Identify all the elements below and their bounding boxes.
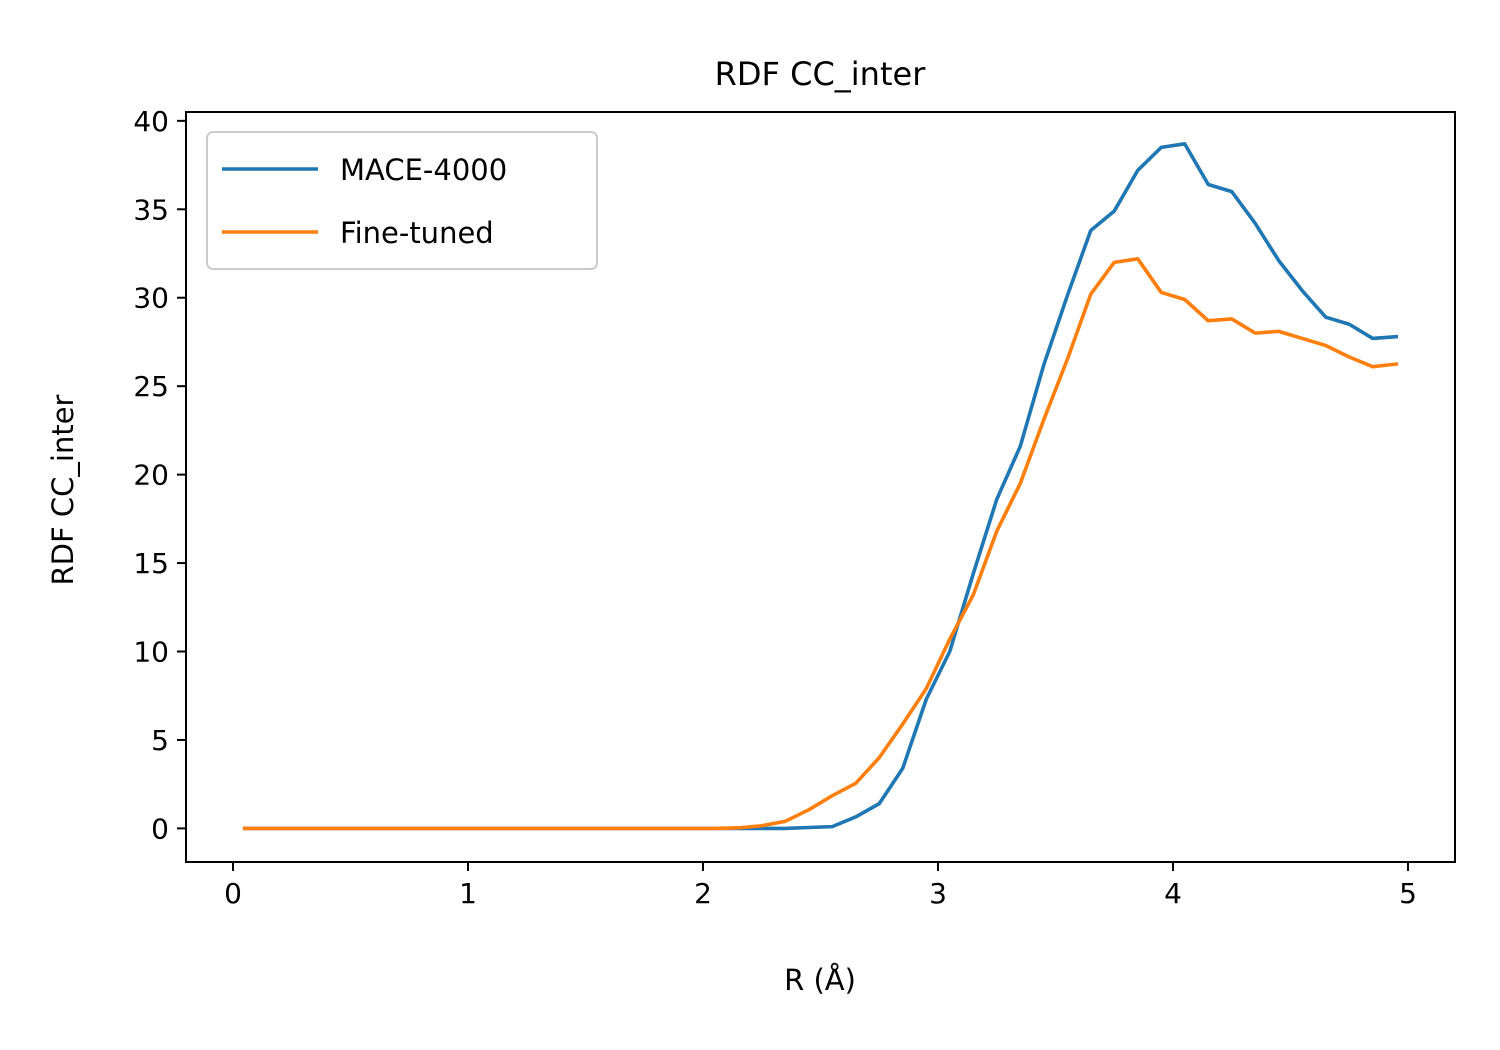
y-tick-label: 10: [133, 636, 169, 669]
y-tick-label: 20: [133, 459, 169, 492]
y-tick-label: 40: [133, 105, 169, 138]
x-tick-label: 2: [694, 877, 712, 910]
plot-area: 0 1 2 3 4 5 0 5 10 15 20 25 30 35 40 MACE-4000 Fine-tune…: [133, 105, 1456, 910]
series-line-2: [242, 257, 1399, 831]
y-tick-label: 0: [151, 812, 169, 845]
y-tick-label: 30: [133, 282, 169, 315]
legend-label-2: Fine-tuned: [340, 216, 494, 250]
y-axis-label: RDF CC_inter: [46, 394, 80, 585]
legend-box: [206, 131, 598, 270]
chart-title: RDF CC_inter: [715, 55, 927, 93]
y-tick-label: 35: [133, 193, 169, 226]
x-tick-label: 1: [459, 877, 477, 910]
x-tick-label: 5: [1399, 877, 1417, 910]
y-tick-label: 25: [133, 370, 169, 403]
x-tick-label: 4: [1164, 877, 1182, 910]
x-tick-label: 0: [224, 877, 242, 910]
x-axis-label: R (Å): [784, 963, 856, 997]
legend-label-1: MACE-4000: [340, 153, 507, 187]
legend: MACE-4000 Fine-tuned: [206, 131, 598, 270]
y-tick-label: 5: [151, 724, 169, 757]
x-tick-label: 3: [929, 877, 947, 910]
y-tick-label: 15: [133, 547, 169, 580]
axes-frame: [185, 111, 1456, 863]
